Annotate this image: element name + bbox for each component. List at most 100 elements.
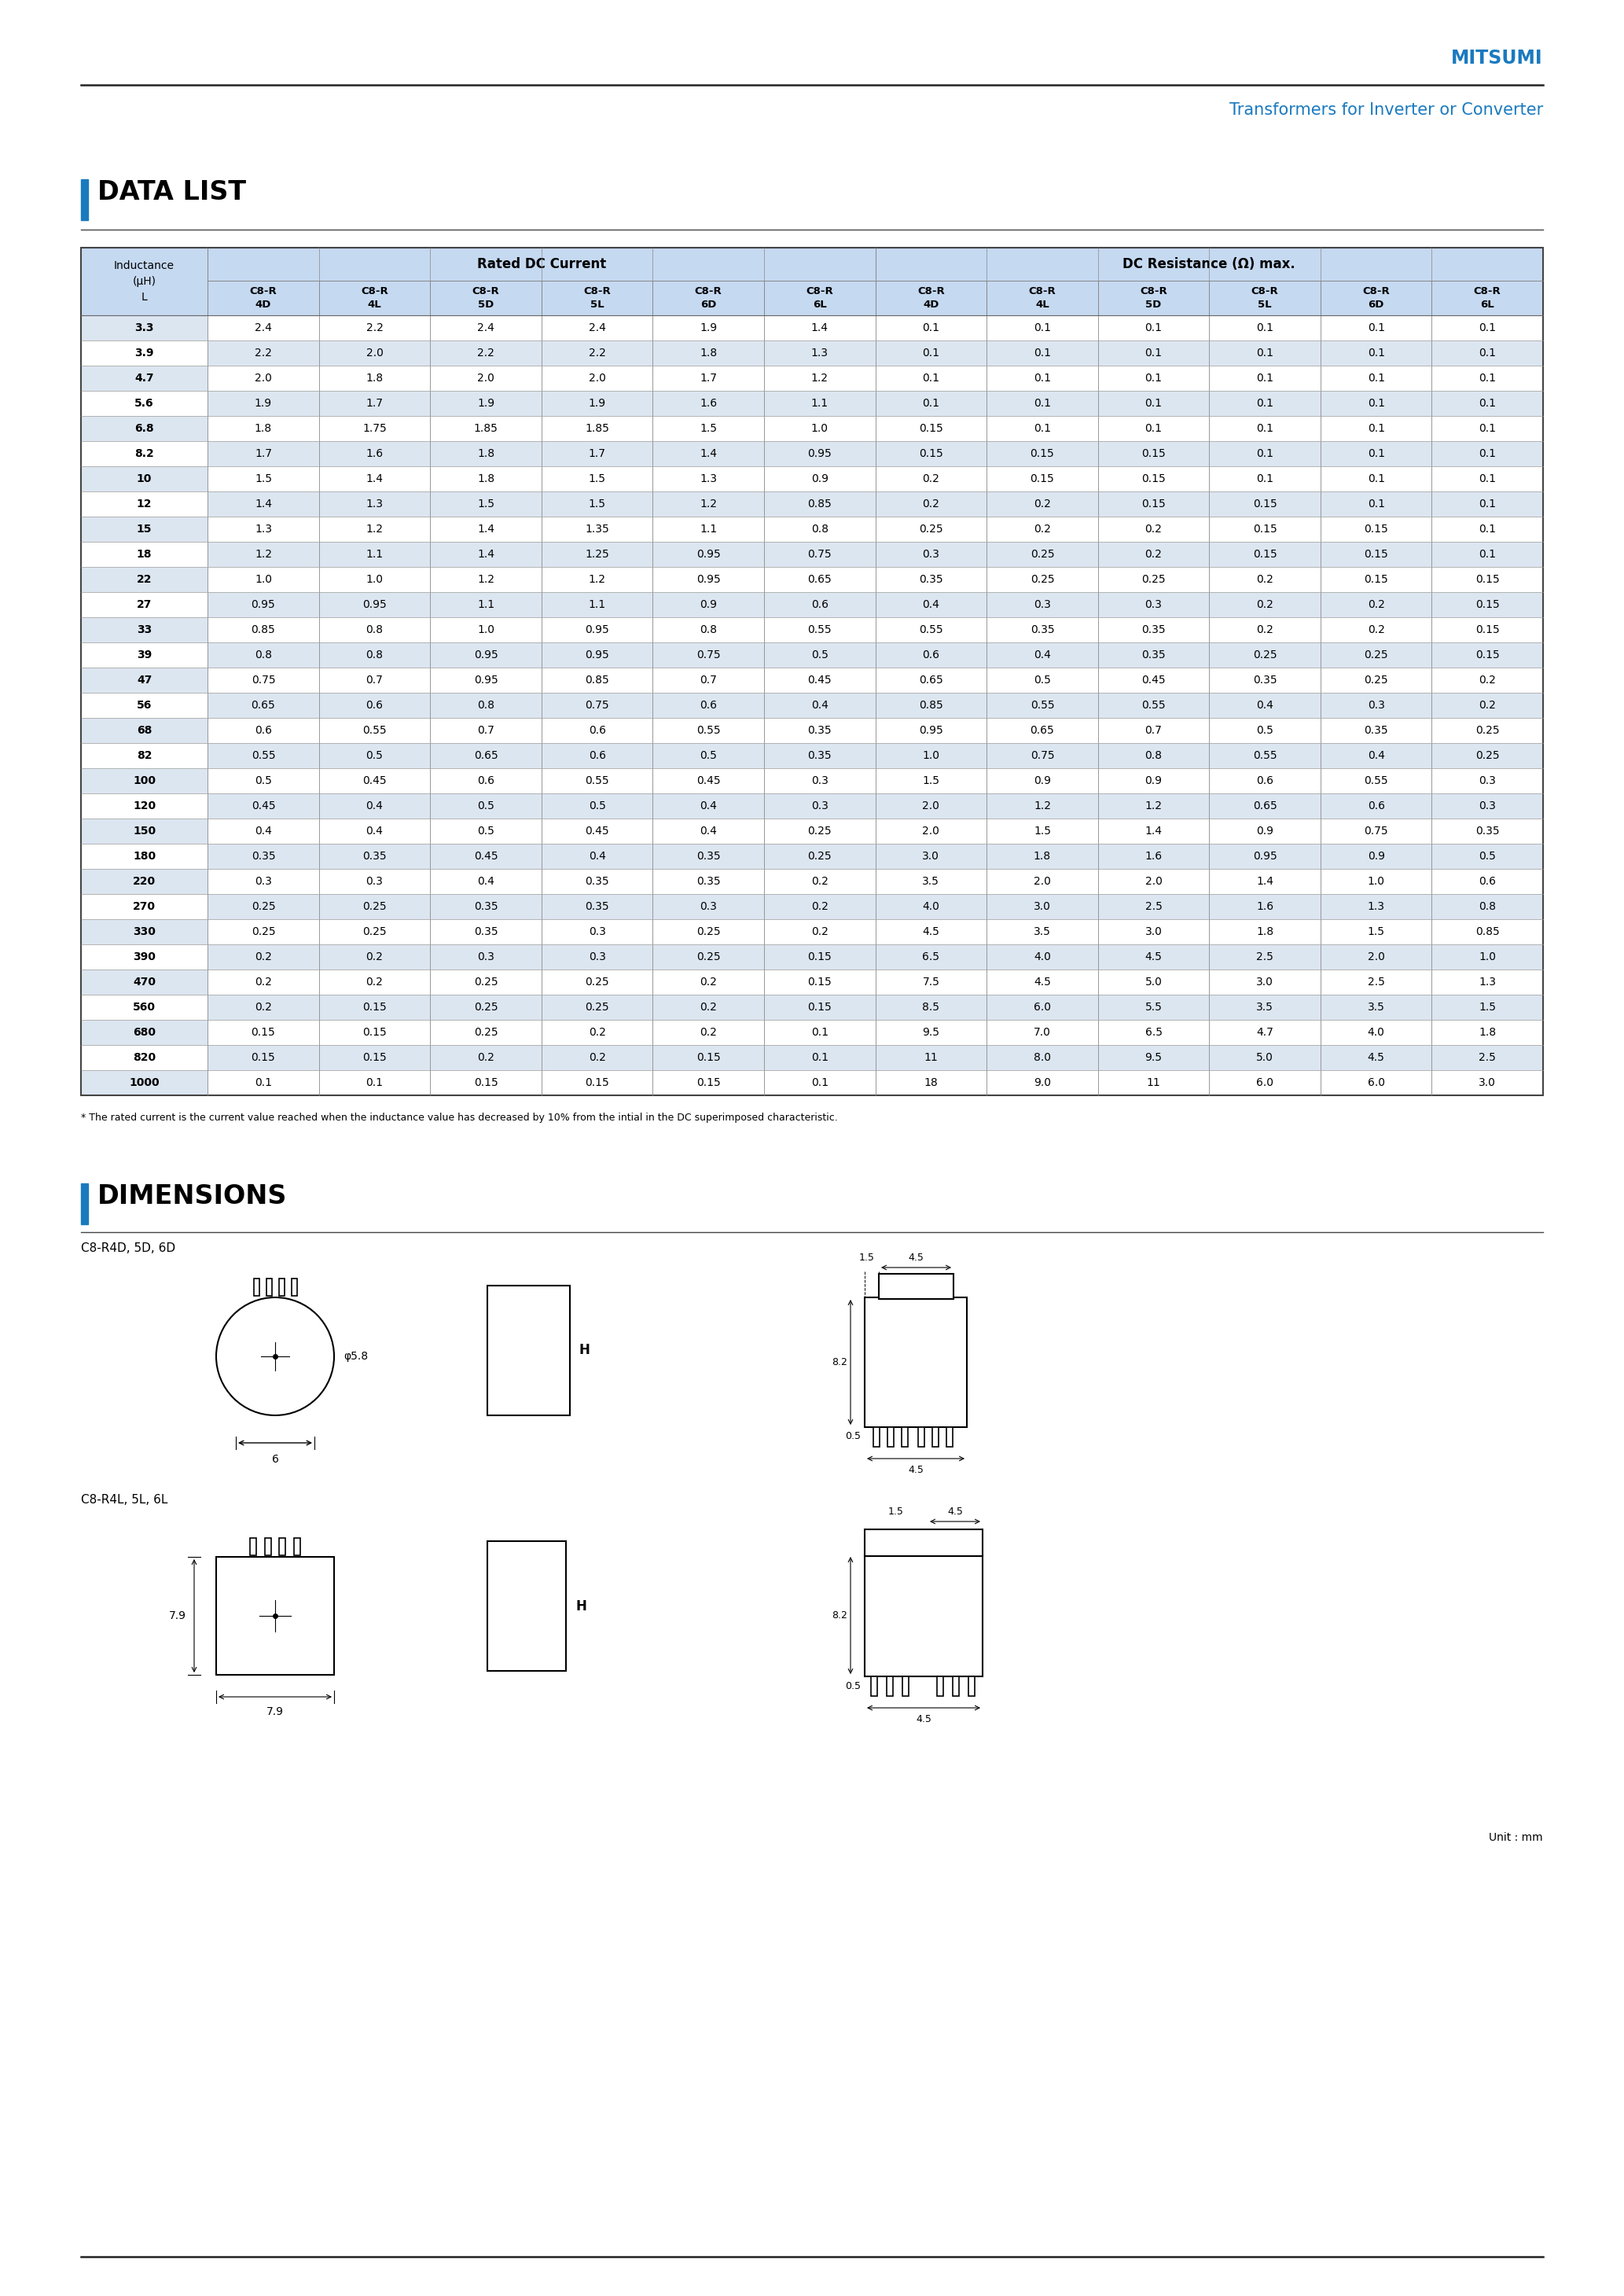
Bar xyxy=(430,491,541,517)
Bar xyxy=(541,668,653,693)
Text: 0.15: 0.15 xyxy=(1252,549,1276,560)
Bar xyxy=(653,820,763,843)
Bar xyxy=(1320,1045,1432,1070)
Bar xyxy=(318,944,430,969)
Text: 0.95: 0.95 xyxy=(362,599,387,611)
Text: 0.25: 0.25 xyxy=(697,951,721,962)
Bar xyxy=(318,567,430,592)
Text: 27: 27 xyxy=(136,599,153,611)
Bar xyxy=(1210,744,1320,769)
Bar xyxy=(1320,1070,1432,1095)
Bar xyxy=(875,1045,987,1070)
Text: 10: 10 xyxy=(136,473,153,484)
Bar xyxy=(430,390,541,416)
Bar xyxy=(1098,315,1210,340)
Text: 0.1: 0.1 xyxy=(1367,422,1385,434)
Text: 1.2: 1.2 xyxy=(588,574,606,585)
Text: 0.2: 0.2 xyxy=(810,925,828,937)
Bar xyxy=(541,744,653,769)
Text: 0.35: 0.35 xyxy=(1142,650,1166,661)
Text: 0.1: 0.1 xyxy=(1479,321,1496,333)
Bar xyxy=(541,542,653,567)
Bar xyxy=(763,365,875,390)
Bar xyxy=(541,592,653,618)
Bar xyxy=(430,693,541,719)
Text: 0.1: 0.1 xyxy=(922,397,940,409)
Text: 9.0: 9.0 xyxy=(1033,1077,1051,1088)
Bar xyxy=(81,719,208,744)
Bar xyxy=(1432,944,1543,969)
Bar xyxy=(1432,769,1543,794)
Bar xyxy=(1320,693,1432,719)
Bar xyxy=(875,491,987,517)
Text: 0.4: 0.4 xyxy=(365,827,383,836)
Text: 1.1: 1.1 xyxy=(700,523,718,535)
Bar xyxy=(987,994,1098,1019)
Bar xyxy=(430,843,541,868)
Text: 0.5: 0.5 xyxy=(1257,726,1273,737)
Text: 0.35: 0.35 xyxy=(1142,625,1166,636)
Bar xyxy=(763,794,875,820)
Bar xyxy=(81,1045,208,1070)
Text: 0.1: 0.1 xyxy=(1145,397,1163,409)
Text: 0.2: 0.2 xyxy=(588,1026,606,1038)
Bar xyxy=(1210,315,1320,340)
Bar xyxy=(208,944,318,969)
Bar xyxy=(875,769,987,794)
Bar xyxy=(763,918,875,944)
Bar xyxy=(487,1286,570,1414)
Bar xyxy=(81,542,208,567)
Bar xyxy=(266,1279,271,1295)
Text: 0.6: 0.6 xyxy=(1367,801,1385,810)
Text: 0.1: 0.1 xyxy=(1479,422,1496,434)
Bar xyxy=(1098,280,1210,315)
Text: H: H xyxy=(580,1343,590,1357)
Text: Rated DC Current: Rated DC Current xyxy=(477,257,606,271)
Bar xyxy=(1432,315,1543,340)
Text: 0.25: 0.25 xyxy=(919,523,944,535)
Text: 0.8: 0.8 xyxy=(477,700,494,712)
Text: 1.6: 1.6 xyxy=(1145,852,1163,861)
Text: 0.1: 0.1 xyxy=(1257,372,1273,383)
Text: C8-R
5L: C8-R 5L xyxy=(1250,287,1278,310)
Bar xyxy=(653,491,763,517)
Text: 1.2: 1.2 xyxy=(255,549,271,560)
Text: φ5.8: φ5.8 xyxy=(344,1350,369,1362)
Bar xyxy=(81,893,208,918)
Text: 0.15: 0.15 xyxy=(1364,549,1389,560)
Bar xyxy=(318,340,430,365)
Bar xyxy=(541,843,653,868)
Bar xyxy=(1320,994,1432,1019)
Text: 0.2: 0.2 xyxy=(922,498,940,510)
Text: 7.0: 7.0 xyxy=(1033,1026,1051,1038)
Text: C8-R
5D: C8-R 5D xyxy=(473,287,500,310)
Bar xyxy=(430,618,541,643)
Text: 0.2: 0.2 xyxy=(922,473,940,484)
Bar xyxy=(1210,693,1320,719)
Text: 47: 47 xyxy=(136,675,153,687)
Text: 39: 39 xyxy=(136,650,153,661)
Bar xyxy=(987,365,1098,390)
Bar xyxy=(81,340,208,365)
Bar xyxy=(541,893,653,918)
Text: 0.1: 0.1 xyxy=(1479,397,1496,409)
Bar xyxy=(763,315,875,340)
Text: 1.4: 1.4 xyxy=(477,549,494,560)
Text: 6.0: 6.0 xyxy=(1257,1077,1273,1088)
Bar xyxy=(541,416,653,441)
Text: 0.35: 0.35 xyxy=(1030,625,1054,636)
Bar xyxy=(987,542,1098,567)
Text: 0.35: 0.35 xyxy=(585,900,609,912)
Bar xyxy=(208,517,318,542)
Bar xyxy=(875,918,987,944)
Bar xyxy=(870,1676,877,1697)
Text: 0.2: 0.2 xyxy=(1145,523,1163,535)
Bar xyxy=(879,1274,953,1300)
Text: 0.8: 0.8 xyxy=(365,650,383,661)
Text: 0.6: 0.6 xyxy=(810,599,828,611)
Bar xyxy=(875,618,987,643)
Bar xyxy=(1320,390,1432,416)
Bar xyxy=(1098,944,1210,969)
Text: MITSUMI: MITSUMI xyxy=(1452,48,1543,67)
Text: 0.25: 0.25 xyxy=(1252,650,1276,661)
